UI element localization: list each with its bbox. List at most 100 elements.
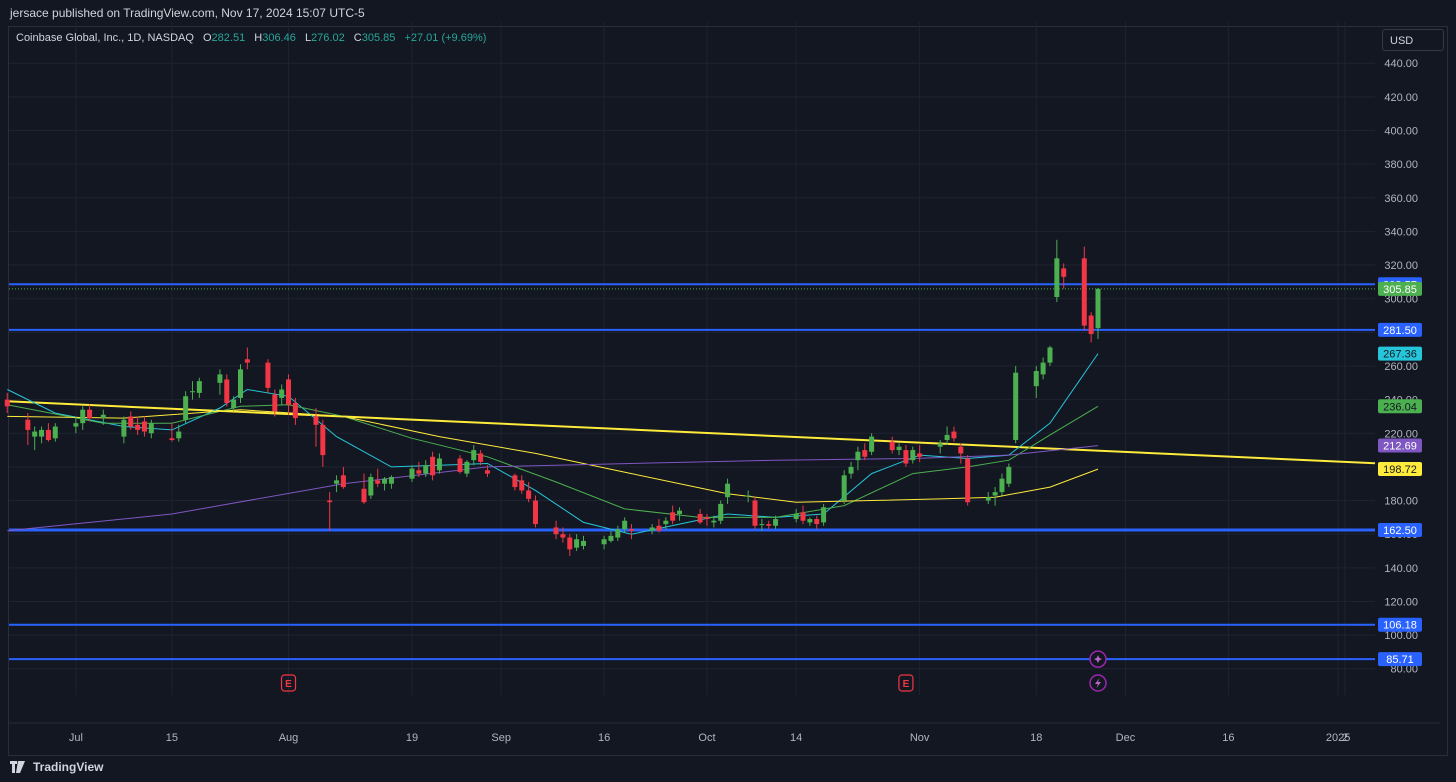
candle-body[interactable]	[286, 379, 292, 405]
candle-body[interactable]	[656, 525, 662, 531]
candle-body[interactable]	[436, 458, 442, 471]
candle-body[interactable]	[244, 359, 250, 363]
earnings-marker[interactable]	[898, 674, 914, 692]
candle-body[interactable]	[697, 513, 703, 523]
candle-body[interactable]	[4, 399, 10, 407]
candle-body[interactable]	[1061, 268, 1067, 277]
candle-body[interactable]	[841, 475, 847, 501]
candle-body[interactable]	[951, 431, 957, 439]
candle-body[interactable]	[340, 475, 346, 488]
candle-body[interactable]	[992, 492, 998, 496]
candle-body[interactable]	[745, 495, 751, 497]
candle-body[interactable]	[622, 520, 628, 530]
candle-body[interactable]	[87, 409, 93, 419]
candle-body[interactable]	[388, 476, 394, 484]
candle-body[interactable]	[581, 540, 586, 546]
candle-body[interactable]	[52, 426, 58, 439]
candle-body[interactable]	[313, 416, 319, 425]
candle-body[interactable]	[889, 441, 895, 451]
candle-body[interactable]	[238, 369, 243, 398]
candle-body[interactable]	[1006, 466, 1012, 484]
candle-body[interactable]	[615, 529, 621, 538]
candle-body[interactable]	[148, 423, 154, 434]
candle-body[interactable]	[1013, 372, 1019, 440]
candle-body[interactable]	[169, 438, 175, 440]
candle-body[interactable]	[869, 436, 875, 452]
candle-body[interactable]	[532, 500, 538, 525]
candle-body[interactable]	[965, 458, 971, 503]
candle-body[interactable]	[526, 490, 532, 499]
earnings-marker[interactable]	[280, 674, 297, 692]
trend-line[interactable]	[7, 400, 1376, 465]
candle-body[interactable]	[45, 429, 51, 440]
candle-body[interactable]	[608, 535, 614, 541]
candle-body[interactable]	[80, 409, 86, 424]
candle-body[interactable]	[176, 431, 182, 439]
candle-body[interactable]	[135, 424, 141, 430]
candle-body[interactable]	[937, 443, 943, 447]
candle-body[interactable]	[265, 362, 271, 388]
candle-body[interactable]	[1054, 258, 1060, 298]
candle-body[interactable]	[773, 519, 779, 526]
candle-body[interactable]	[553, 527, 559, 535]
candle-body[interactable]	[896, 446, 902, 451]
candle-body[interactable]	[416, 470, 422, 474]
candle-body[interactable]	[471, 450, 477, 461]
candle-body[interactable]	[903, 450, 909, 464]
candle-body[interactable]	[752, 500, 758, 526]
candle-body[interactable]	[601, 539, 607, 545]
candle-body[interactable]	[1040, 362, 1046, 375]
candle-body[interactable]	[985, 497, 991, 501]
candle-body[interactable]	[100, 414, 106, 419]
currency-button[interactable]: USD	[1382, 29, 1444, 51]
candle-body[interactable]	[629, 529, 635, 531]
candle-body[interactable]	[649, 527, 655, 531]
candle-body[interactable]	[1047, 347, 1053, 363]
candle-body[interactable]	[1033, 371, 1039, 387]
candle-body[interactable]	[759, 524, 765, 526]
candle-body[interactable]	[711, 520, 717, 523]
candle-body[interactable]	[430, 456, 436, 476]
candle-body[interactable]	[128, 416, 134, 427]
candle-body[interactable]	[862, 450, 868, 457]
candle-body[interactable]	[999, 478, 1005, 493]
candle-body[interactable]	[457, 458, 463, 472]
candle-body[interactable]	[279, 389, 285, 398]
candle-body[interactable]	[800, 512, 806, 521]
candle-body[interactable]	[231, 399, 237, 409]
candle-body[interactable]	[1081, 258, 1087, 326]
candle-body[interactable]	[848, 466, 854, 474]
candle-body[interactable]	[423, 465, 429, 474]
candle-body[interactable]	[196, 381, 202, 393]
candle-body[interactable]	[725, 483, 731, 498]
candle-body[interactable]	[141, 421, 147, 432]
candle-body[interactable]	[677, 510, 683, 514]
candle-body[interactable]	[224, 379, 230, 403]
candle-body[interactable]	[73, 423, 79, 427]
candle-body[interactable]	[567, 537, 573, 550]
candle-body[interactable]	[1095, 288, 1101, 329]
candle-body[interactable]	[958, 446, 964, 454]
candle-body[interactable]	[409, 468, 415, 479]
candle-body[interactable]	[814, 519, 820, 525]
candle-body[interactable]	[917, 453, 923, 457]
candle-body[interactable]	[944, 434, 950, 440]
candle-body[interactable]	[670, 512, 676, 521]
candle-body[interactable]	[292, 402, 298, 419]
candle-body[interactable]	[478, 453, 484, 462]
candle-body[interactable]	[910, 450, 916, 461]
candle-body[interactable]	[183, 396, 189, 420]
candle-body[interactable]	[382, 478, 388, 484]
candle-body[interactable]	[512, 475, 518, 488]
candle-body[interactable]	[704, 517, 710, 520]
candle-body[interactable]	[718, 503, 724, 521]
candle-body[interactable]	[855, 451, 861, 461]
tradingview-logo[interactable]: TradingView	[10, 760, 103, 774]
candle-body[interactable]	[368, 476, 374, 496]
candle-body[interactable]	[574, 539, 580, 548]
candle-body[interactable]	[334, 480, 340, 484]
candle-body[interactable]	[766, 524, 772, 526]
candle-body[interactable]	[361, 488, 367, 503]
candle-body[interactable]	[663, 520, 669, 525]
